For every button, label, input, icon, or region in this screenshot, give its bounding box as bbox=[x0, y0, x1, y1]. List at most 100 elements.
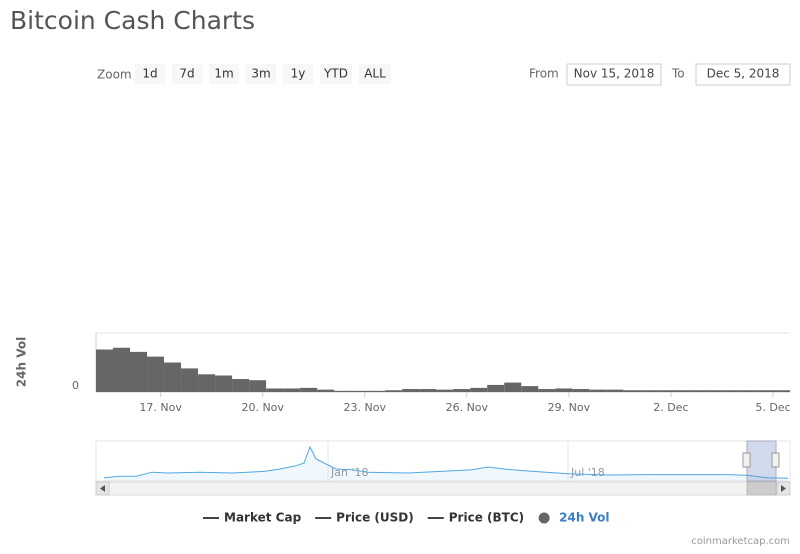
volume-bar bbox=[453, 389, 471, 392]
volume-bar bbox=[606, 389, 624, 392]
scrollbar-thumb[interactable] bbox=[746, 481, 777, 496]
volume-bar bbox=[283, 388, 301, 392]
zoom-button[interactable]: 3m bbox=[246, 64, 276, 84]
volume-bar bbox=[181, 368, 199, 392]
volume-bar bbox=[674, 390, 692, 392]
from-input[interactable] bbox=[566, 63, 662, 86]
volume-bar bbox=[436, 389, 454, 392]
zoom-button-label: 7d bbox=[179, 67, 194, 81]
volume-bar bbox=[232, 379, 250, 392]
volume-bar bbox=[623, 390, 641, 392]
zoom-button-label: YTD bbox=[323, 67, 348, 81]
volume-bar bbox=[776, 390, 790, 392]
volume-bar bbox=[470, 387, 488, 392]
zoom-button[interactable]: 1y bbox=[283, 64, 313, 84]
legend-item[interactable]: Price (BTC) bbox=[427, 511, 524, 525]
zoom-button-bg bbox=[246, 64, 276, 84]
legend-label: Market Cap bbox=[224, 511, 302, 525]
volume-bar bbox=[96, 349, 114, 392]
legend-label: Price (USD) bbox=[336, 511, 414, 525]
zoom-button-bg bbox=[135, 64, 165, 84]
volume-bar bbox=[504, 382, 522, 392]
volume-bar bbox=[351, 390, 369, 392]
scroll-right-arrow bbox=[781, 485, 786, 492]
x-tick-label: 23. Nov bbox=[344, 401, 387, 414]
from-value: Nov 15, 2018 bbox=[574, 67, 655, 81]
zoom-button[interactable]: 7d bbox=[172, 64, 202, 84]
legend-item[interactable]: 24h Vol bbox=[538, 511, 610, 525]
zoom-button[interactable]: 1m bbox=[209, 64, 239, 84]
from-label: From bbox=[529, 67, 559, 81]
volume-bar bbox=[215, 375, 233, 392]
volume-bar bbox=[640, 390, 658, 392]
volume-bar bbox=[266, 388, 284, 392]
volume-bar bbox=[368, 390, 386, 392]
legend-item[interactable]: Market Cap bbox=[203, 511, 302, 525]
x-tick-label: 29. Nov bbox=[548, 401, 591, 414]
volume-bar bbox=[538, 389, 556, 392]
zoom-button-label: 3m bbox=[251, 67, 270, 81]
navigator-handle[interactable] bbox=[742, 452, 751, 468]
volume-bar bbox=[147, 356, 165, 392]
legend-label: 24h Vol bbox=[559, 511, 609, 525]
volume-bar bbox=[130, 351, 148, 392]
zoom-button[interactable]: YTD bbox=[320, 64, 352, 84]
x-tick-label: 17. Nov bbox=[139, 401, 182, 414]
legend-label: Price (BTC) bbox=[449, 511, 524, 525]
zoom-button-label: ALL bbox=[364, 67, 386, 81]
x-tick-label: 2. Dec bbox=[653, 401, 688, 414]
volume-bar bbox=[572, 389, 590, 392]
zoom-button[interactable]: ALL bbox=[359, 64, 391, 84]
volume-bar bbox=[589, 389, 607, 392]
volume-bar bbox=[657, 390, 675, 392]
volume-bar bbox=[334, 390, 352, 392]
zoom-button-bg bbox=[283, 64, 313, 84]
volume-bar bbox=[198, 374, 216, 392]
volume-bar bbox=[742, 390, 760, 392]
x-tick-label: 5. Dec bbox=[755, 401, 790, 414]
zoom-button-bg bbox=[359, 64, 391, 84]
credit: coinmarketcap.com bbox=[691, 536, 790, 547]
zoom-button-label: 1m bbox=[214, 67, 233, 81]
page-title: Bitcoin Cash Charts bbox=[10, 6, 255, 35]
to-value: Dec 5, 2018 bbox=[707, 67, 780, 81]
zoom-button-label: 1d bbox=[142, 67, 157, 81]
volume-bar bbox=[691, 390, 709, 392]
volume-bar bbox=[164, 362, 182, 392]
zoom-button-bg bbox=[320, 64, 352, 84]
volume-bar bbox=[708, 390, 726, 392]
y-tick-label: 0 bbox=[72, 379, 79, 392]
volume-bar bbox=[113, 347, 131, 392]
scrollbar-track[interactable] bbox=[95, 481, 791, 496]
volume-bar bbox=[759, 390, 777, 392]
volume-bar bbox=[300, 387, 318, 392]
volume-bar bbox=[317, 389, 335, 392]
legend-symbol bbox=[538, 512, 550, 524]
navigator-area bbox=[104, 447, 788, 481]
volume-bar bbox=[555, 388, 573, 392]
zoom-button-label: 1y bbox=[291, 67, 306, 81]
navigator-line bbox=[103, 445, 789, 479]
navigator-handle[interactable] bbox=[771, 452, 780, 468]
scroll-left-arrow bbox=[100, 485, 105, 492]
to-input[interactable] bbox=[695, 63, 791, 86]
legend-item[interactable]: Price (USD) bbox=[315, 511, 414, 525]
volume-bar bbox=[402, 389, 420, 392]
volume-bar bbox=[419, 389, 437, 392]
volume-bar bbox=[249, 380, 267, 392]
navigator-tick-label: Jul '18 bbox=[570, 466, 605, 479]
y-axis-title: 24h Vol bbox=[15, 337, 29, 387]
volume-bar bbox=[385, 390, 403, 392]
volume-bar bbox=[521, 386, 539, 392]
zoom-button[interactable]: 1d bbox=[135, 64, 165, 84]
x-tick-label: 20. Nov bbox=[241, 401, 284, 414]
x-tick-label: 26. Nov bbox=[446, 401, 489, 414]
volume-bar bbox=[487, 384, 505, 392]
to-label: To bbox=[671, 67, 685, 81]
volume-bar bbox=[725, 390, 743, 392]
zoom-button-bg bbox=[172, 64, 202, 84]
zoom-label: Zoom bbox=[97, 68, 132, 82]
zoom-button-bg bbox=[209, 64, 239, 84]
